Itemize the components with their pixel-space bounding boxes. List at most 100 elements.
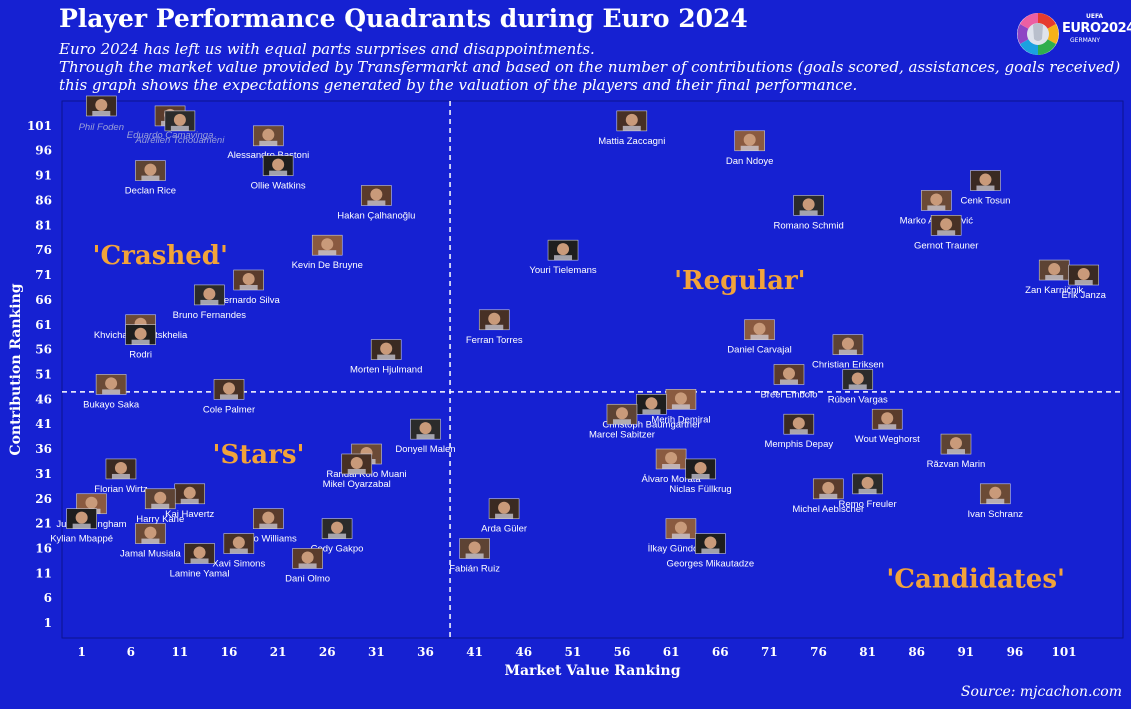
- player-label: Mattia Zaccagni: [598, 136, 665, 147]
- x-tick-label: 21: [270, 645, 287, 659]
- player-label: Dan Ndoye: [726, 156, 774, 167]
- player-point[interactable]: Răzvan Marin: [927, 433, 986, 470]
- y-tick-label: 31: [35, 467, 52, 481]
- player-label: Merih Demiral: [651, 414, 710, 425]
- player-point[interactable]: Niclas Füllkrug: [669, 458, 732, 495]
- player-point[interactable]: Youri Tielemans: [529, 239, 597, 276]
- player-point[interactable]: Romano Schmid: [774, 195, 844, 231]
- player-point[interactable]: Memphis Depay: [764, 413, 833, 450]
- player-point[interactable]: Xavi Simons: [212, 533, 265, 570]
- player-point[interactable]: Rúben Vargas: [828, 369, 888, 405]
- player-label: Aurélien Tchouaméni: [134, 135, 225, 146]
- player-point[interactable]: Daniel Carvajal: [727, 319, 792, 356]
- player-point[interactable]: Kai Havertz: [165, 483, 215, 520]
- player-face: [674, 521, 687, 534]
- player-point[interactable]: Ollie Watkins: [251, 155, 306, 192]
- player-point[interactable]: Remo Freuler: [839, 473, 897, 510]
- player-face: [85, 496, 98, 509]
- player-shirt: [170, 125, 189, 131]
- player-shirt: [946, 449, 965, 455]
- player-face: [203, 287, 216, 300]
- player-face: [782, 367, 795, 380]
- player-point[interactable]: Morten Hjulmand: [350, 339, 422, 376]
- player-shirt: [200, 299, 219, 305]
- player-point[interactable]: Alessandro Bastoni: [227, 125, 309, 161]
- y-tick-label: 51: [35, 367, 52, 381]
- player-point[interactable]: Phil Foden: [79, 95, 124, 133]
- x-tick-label: 61: [663, 645, 680, 659]
- player-point[interactable]: Bukayo Saka: [83, 374, 140, 410]
- player-point[interactable]: Breel Embolo: [760, 364, 817, 400]
- player-point[interactable]: Merih Demiral: [651, 389, 710, 425]
- player-point[interactable]: Gernot Trauner: [914, 215, 978, 251]
- player-point[interactable]: Georges Mikautadze: [667, 533, 755, 570]
- player-point[interactable]: Declan Rice: [125, 160, 176, 197]
- y-tick-label: 81: [35, 218, 52, 232]
- player-point[interactable]: Rodri: [125, 324, 156, 361]
- quadrant-label: 'Candidates': [886, 564, 1065, 594]
- player-shirt: [111, 473, 130, 479]
- player-point[interactable]: Mattia Zaccagni: [598, 110, 665, 147]
- player-point[interactable]: Kylian Mbappé: [50, 508, 113, 545]
- player-point[interactable]: Dani Olmo: [285, 548, 330, 584]
- player-point[interactable]: Bernardo Silva: [218, 269, 281, 306]
- player-point[interactable]: Hakan Çalhanoğlu: [337, 185, 415, 221]
- player-label: Christian Eriksen: [812, 360, 884, 371]
- y-tick-label: 46: [35, 392, 52, 406]
- player-point[interactable]: Harry Kane: [136, 488, 184, 525]
- player-point[interactable]: Christian Eriksen: [812, 334, 884, 371]
- player-point[interactable]: Ivan Schranz: [968, 483, 1024, 520]
- x-tick-label: 81: [859, 645, 876, 659]
- player-face: [822, 481, 835, 494]
- player-face: [242, 273, 255, 285]
- player-point[interactable]: Bruno Fernandes: [173, 284, 247, 321]
- player-point[interactable]: Cole Palmer: [203, 379, 255, 415]
- player-face: [940, 218, 953, 231]
- player-point[interactable]: Marcel Sabitzer: [589, 403, 655, 440]
- y-tick-label: 71: [35, 268, 52, 282]
- player-face: [861, 476, 874, 489]
- player-label: Álvaro Morata: [642, 474, 702, 485]
- player-point[interactable]: Erik Janza: [1062, 264, 1107, 301]
- player-point[interactable]: Cody Gakpo: [311, 518, 364, 555]
- x-tick-label: 16: [221, 645, 238, 659]
- player-face: [95, 98, 108, 111]
- player-point[interactable]: Kevin De Bruyne: [292, 234, 363, 271]
- player-face: [743, 133, 756, 146]
- player-label: Breel Embolo: [760, 389, 817, 400]
- player-point[interactable]: Fabián Ruiz: [449, 538, 500, 575]
- player-point[interactable]: Florian Wirtz: [94, 458, 148, 495]
- player-label: Christoph Baumgartner: [602, 419, 700, 430]
- player-point[interactable]: Zan Karničnik: [1025, 259, 1084, 296]
- player-shirt: [858, 488, 877, 494]
- player-label: Fabián Ruiz: [449, 564, 500, 575]
- player-shirt: [1074, 280, 1093, 286]
- player-point[interactable]: Jamal Musiala: [120, 523, 181, 560]
- player-point[interactable]: Lamine Yamal: [170, 543, 230, 579]
- y-tick-label: 86: [35, 193, 52, 207]
- player-point[interactable]: Cenk Tosun: [960, 170, 1010, 207]
- player-point[interactable]: Donyell Malen: [395, 418, 456, 455]
- player-point[interactable]: İlkay Gündoğan: [648, 518, 715, 555]
- y-tick-label: 21: [35, 517, 52, 531]
- player-label: Daniel Carvajal: [727, 345, 791, 356]
- player-point[interactable]: Arda Güler: [481, 498, 527, 535]
- player-face: [75, 511, 88, 524]
- player-label: Memphis Depay: [764, 439, 833, 450]
- player-point[interactable]: Ferran Torres: [466, 309, 523, 346]
- player-point[interactable]: Dan Ndoye: [726, 130, 774, 167]
- player-shirt: [367, 200, 386, 206]
- x-tick-label: 96: [1007, 645, 1024, 659]
- player-shirt: [141, 175, 160, 181]
- player-point[interactable]: Wout Weghorst: [855, 408, 920, 445]
- player-face: [645, 397, 658, 410]
- player-label: Wout Weghorst: [855, 434, 920, 445]
- player-label: Bernardo Silva: [218, 295, 281, 306]
- player-point[interactable]: Nico Williams: [240, 508, 297, 545]
- player-point[interactable]: Aurélien Tchouaméni: [134, 110, 225, 146]
- y-tick-label: 26: [35, 492, 52, 506]
- player-point[interactable]: Mikel Oyarzabal: [323, 453, 391, 490]
- player-point[interactable]: Michel Aebischer: [792, 478, 864, 515]
- x-tick-label: 66: [712, 645, 729, 659]
